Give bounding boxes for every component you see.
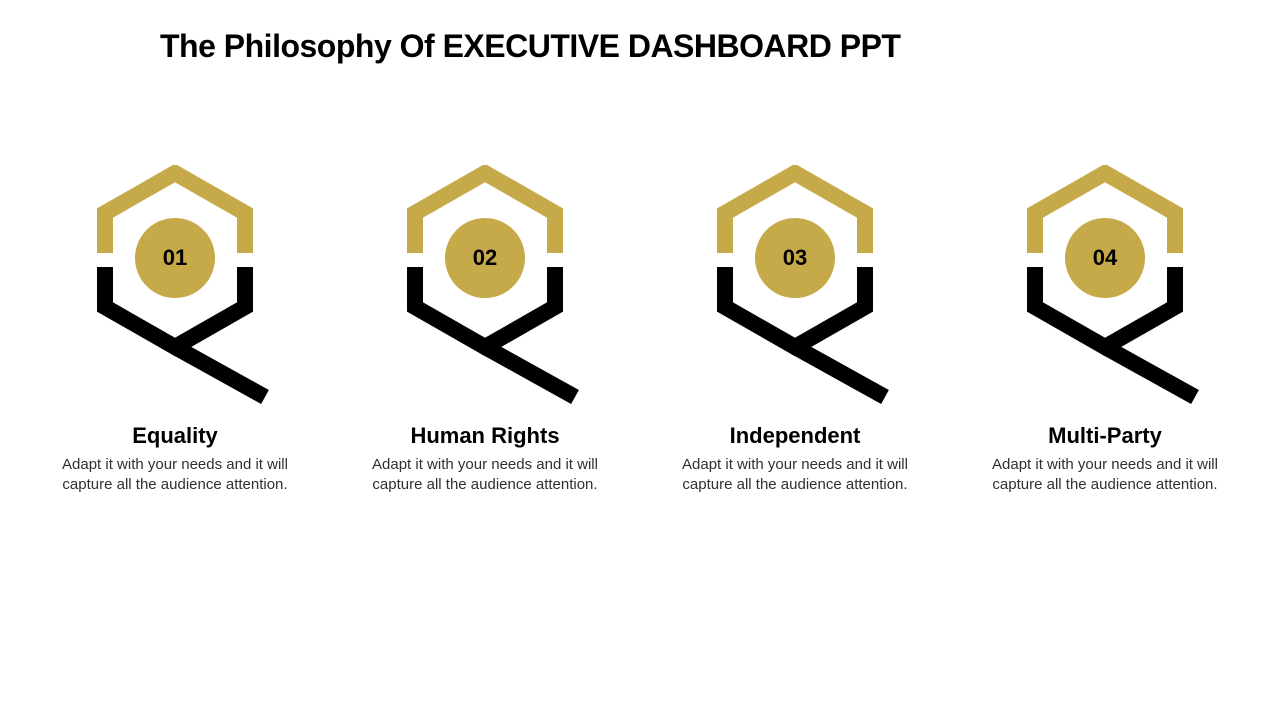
item-4: 04 Multi-Party Adapt it with your needs …: [990, 165, 1220, 496]
item-3: 03 Independent Adapt it with your needs …: [680, 165, 910, 496]
slide-title: The Philosophy Of EXECUTIVE DASHBOARD PP…: [0, 0, 1280, 65]
item-3-number: 03: [783, 245, 807, 271]
items-row: 01 Equality Adapt it with your needs and…: [0, 165, 1280, 496]
item-2: 02 Human Rights Adapt it with your needs…: [370, 165, 600, 496]
item-2-desc: Adapt it with your needs and it will cap…: [370, 455, 600, 496]
item-1: 01 Equality Adapt it with your needs and…: [60, 165, 290, 496]
item-2-circle: 02: [445, 218, 525, 298]
item-1-circle: 01: [135, 218, 215, 298]
item-4-number: 04: [1093, 245, 1117, 271]
item-2-number: 02: [473, 245, 497, 271]
item-4-circle: 04: [1065, 218, 1145, 298]
item-4-desc: Adapt it with your needs and it will cap…: [990, 455, 1220, 496]
item-1-number: 01: [163, 245, 187, 271]
item-2-heading: Human Rights: [370, 423, 600, 449]
item-4-heading: Multi-Party: [990, 423, 1220, 449]
item-4-hex: 04: [1005, 165, 1205, 415]
item-2-hex: 02: [385, 165, 585, 415]
item-3-hex: 03: [695, 165, 895, 415]
item-3-heading: Independent: [680, 423, 910, 449]
item-3-circle: 03: [755, 218, 835, 298]
item-1-hex: 01: [75, 165, 275, 415]
item-3-desc: Adapt it with your needs and it will cap…: [680, 455, 910, 496]
item-1-heading: Equality: [60, 423, 290, 449]
item-1-desc: Adapt it with your needs and it will cap…: [60, 455, 290, 496]
